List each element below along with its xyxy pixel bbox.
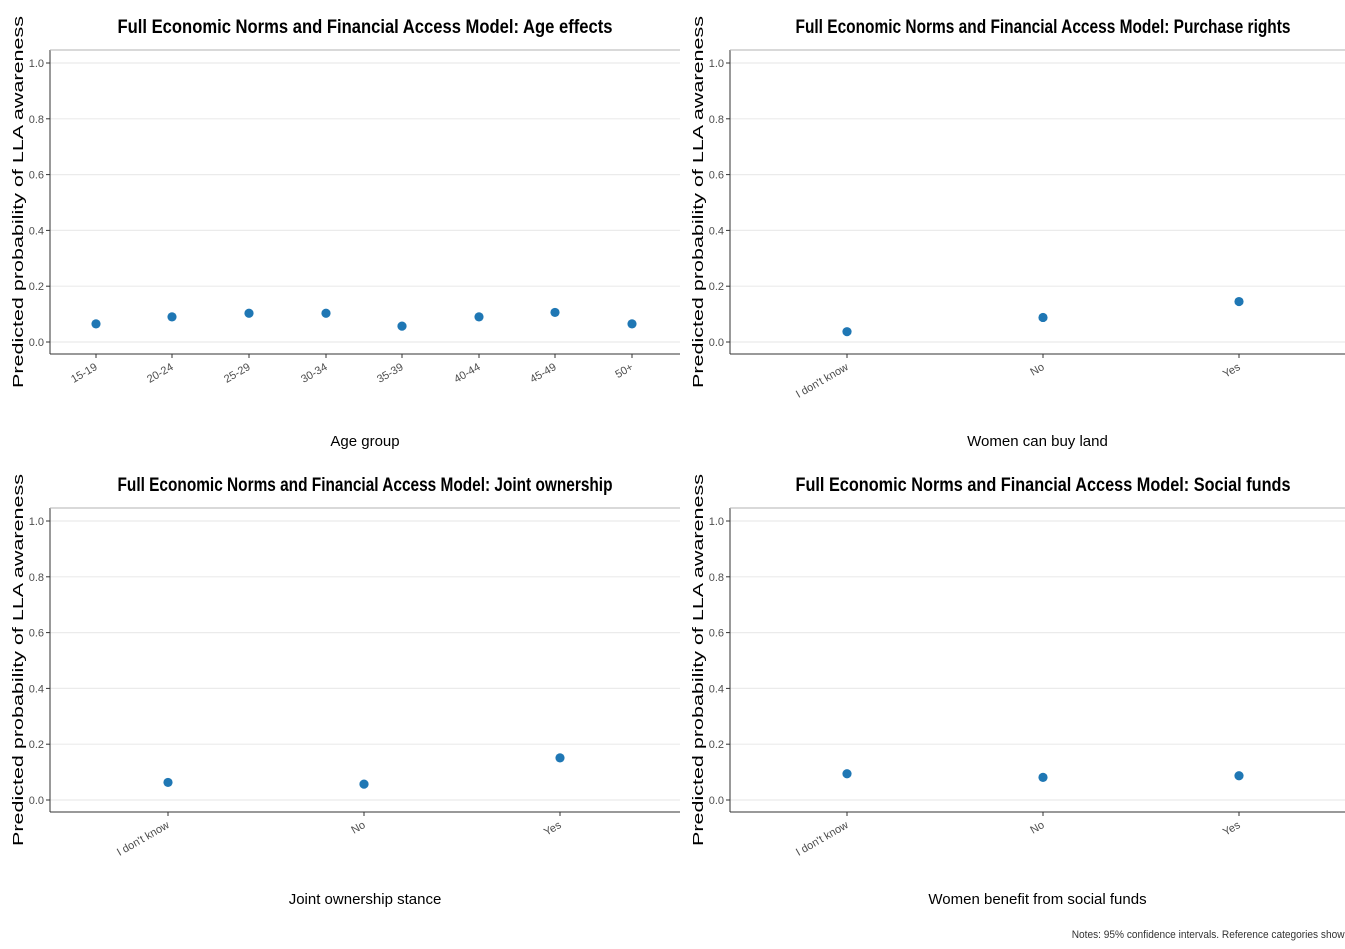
plot-panel-2	[730, 50, 1345, 354]
y-tick-label: 0.4	[29, 225, 44, 237]
y-tick-label: 0.4	[709, 683, 724, 695]
x-axis-label: Women can buy land	[967, 433, 1108, 450]
x-tick-label: Yes	[542, 819, 564, 839]
plot-panel-4	[730, 508, 1345, 812]
y-tick-label: 0.0	[709, 337, 724, 349]
x-tick-label: No	[1028, 819, 1046, 836]
x-tick-label: No	[1028, 361, 1046, 378]
data-point	[163, 777, 173, 788]
plot-panel-3	[50, 508, 680, 812]
data-point	[397, 321, 407, 331]
x-tick-label: I don't know	[794, 819, 851, 859]
data-point	[244, 308, 254, 318]
x-tick-label: 30-34	[299, 361, 329, 385]
y-tick-label: 1.0	[709, 58, 724, 70]
x-tick-label: 40-44	[452, 361, 482, 385]
y-tick-label: 1.0	[29, 516, 44, 528]
x-tick-label: 50+	[613, 361, 635, 381]
y-tick-label: 1.0	[709, 516, 724, 528]
y-tick-label: 0.8	[709, 572, 724, 584]
y-tick-label: 0.0	[709, 795, 724, 807]
y-tick-label: 0.8	[29, 114, 44, 126]
chart-title: Full Economic Norms and Financial Access…	[118, 475, 613, 496]
y-tick-label: 0.4	[709, 225, 724, 237]
x-tick-label: 15-19	[69, 361, 99, 385]
y-tick-label: 0.0	[29, 795, 44, 807]
data-point	[474, 312, 484, 322]
y-axis-label: Predicted probability of LLA awareness	[690, 474, 707, 846]
plot-panel-1	[50, 50, 680, 354]
data-point	[842, 769, 852, 779]
data-point	[359, 779, 369, 789]
x-tick-label: Yes	[1221, 819, 1243, 839]
x-tick-label: Yes	[1221, 361, 1243, 381]
y-tick-label: 0.0	[29, 337, 44, 349]
data-point	[842, 327, 852, 337]
x-tick-label: 25-29	[222, 361, 252, 385]
data-point	[321, 308, 331, 318]
x-tick-label: 20-24	[145, 361, 175, 385]
x-axis-label: Age group	[330, 433, 399, 450]
y-tick-label: 0.2	[709, 281, 724, 293]
x-tick-label: I don't know	[115, 819, 172, 859]
figure-notes: Notes: 95% confidence intervals. Referen…	[1072, 929, 1345, 941]
x-axis-label: Joint ownership stance	[289, 891, 442, 908]
data-point	[91, 319, 101, 329]
y-tick-label: 0.8	[29, 572, 44, 584]
y-tick-label: 0.2	[709, 739, 724, 751]
y-tick-label: 0.6	[29, 628, 44, 640]
y-tick-label: 0.6	[709, 170, 724, 182]
y-axis-label: Predicted probability of LLA awareness	[10, 474, 27, 846]
y-axis-label: Predicted probability of LLA awareness	[10, 16, 27, 388]
y-tick-label: 0.2	[29, 281, 44, 293]
chart-title: Full Economic Norms and Financial Access…	[796, 475, 1291, 496]
y-tick-label: 0.8	[709, 114, 724, 126]
chart-title: Full Economic Norms and Financial Access…	[118, 17, 613, 38]
data-point	[1234, 296, 1244, 307]
data-point	[550, 307, 560, 318]
data-point	[1038, 312, 1048, 323]
data-point	[555, 753, 565, 763]
x-tick-label: 35-39	[375, 361, 405, 385]
y-tick-label: 0.4	[29, 683, 44, 695]
chart-title: Full Economic Norms and Financial Access…	[796, 17, 1291, 38]
x-axis-label: Women benefit from social funds	[928, 891, 1146, 908]
data-point	[627, 319, 637, 329]
y-tick-label: 0.6	[709, 628, 724, 640]
data-point	[1234, 771, 1244, 781]
y-tick-label: 0.6	[29, 170, 44, 182]
data-point	[1038, 772, 1048, 783]
x-tick-label: I don't know	[794, 361, 851, 401]
y-axis-label: Predicted probability of LLA awareness	[690, 16, 707, 388]
x-tick-label: 45-49	[528, 361, 558, 385]
data-point	[167, 312, 177, 322]
x-tick-label: No	[349, 819, 367, 836]
y-tick-label: 0.2	[29, 739, 44, 751]
y-tick-label: 1.0	[29, 58, 44, 70]
